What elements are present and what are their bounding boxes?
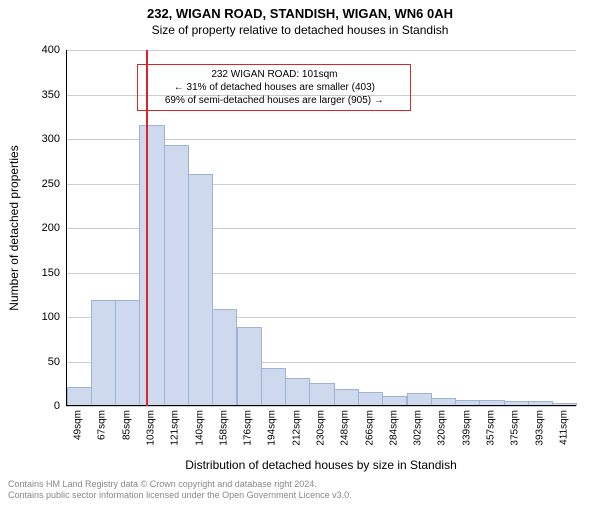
ytick-label: 0 bbox=[54, 400, 66, 412]
xtick-label: 302sqm bbox=[413, 406, 424, 446]
histogram-bar bbox=[334, 389, 359, 406]
xtick-label: 103sqm bbox=[146, 406, 157, 446]
annotation-box: 232 WIGAN ROAD: 101sqm← 31% of detached … bbox=[137, 64, 411, 111]
xtick-label: 284sqm bbox=[388, 406, 399, 446]
histogram-bar bbox=[188, 174, 213, 406]
xtick-label: 121sqm bbox=[170, 406, 181, 446]
footer-line-2: Contains public sector information licen… bbox=[8, 490, 352, 502]
histogram-bar bbox=[164, 145, 189, 406]
xtick-label: 49sqm bbox=[73, 406, 84, 440]
ytick-label: 300 bbox=[42, 133, 66, 145]
xtick-label: 230sqm bbox=[316, 406, 327, 446]
annotation-line: 232 WIGAN ROAD: 101sqm bbox=[144, 68, 404, 81]
x-axis-line bbox=[66, 405, 576, 406]
histogram-bar bbox=[67, 387, 92, 406]
xtick-label: 411sqm bbox=[558, 406, 569, 445]
x-axis-label: Distribution of detached houses by size … bbox=[66, 458, 576, 472]
histogram-bar bbox=[237, 327, 262, 406]
histogram-bar bbox=[115, 300, 140, 406]
xtick-label: 194sqm bbox=[267, 406, 278, 446]
ytick-label: 250 bbox=[42, 178, 66, 190]
histogram-bar bbox=[309, 383, 334, 406]
histogram-bar bbox=[139, 125, 164, 406]
histogram-bar bbox=[285, 378, 310, 406]
page-title: 232, WIGAN ROAD, STANDISH, WIGAN, WN6 0A… bbox=[0, 6, 600, 21]
xtick-label: 176sqm bbox=[243, 406, 254, 446]
xtick-label: 266sqm bbox=[364, 406, 375, 446]
annotation-line: ← 31% of detached houses are smaller (40… bbox=[144, 81, 404, 94]
ytick-label: 150 bbox=[42, 267, 66, 279]
ytick-label: 350 bbox=[42, 89, 66, 101]
xtick-label: 320sqm bbox=[437, 406, 448, 446]
histogram-bar bbox=[358, 392, 383, 406]
ytick-label: 200 bbox=[42, 222, 66, 234]
ytick-label: 50 bbox=[48, 356, 66, 368]
annotation-line: 69% of semi-detached houses are larger (… bbox=[144, 94, 404, 107]
xtick-label: 248sqm bbox=[340, 406, 351, 446]
xtick-label: 375sqm bbox=[510, 406, 521, 446]
ytick-label: 100 bbox=[42, 311, 66, 323]
histogram-bar bbox=[261, 368, 286, 406]
histogram-bar bbox=[212, 309, 237, 406]
y-axis-label: Number of detached properties bbox=[7, 145, 21, 310]
xtick-label: 158sqm bbox=[218, 406, 229, 446]
histogram-bar bbox=[407, 393, 432, 406]
xtick-label: 339sqm bbox=[461, 406, 472, 446]
xtick-label: 212sqm bbox=[291, 406, 302, 446]
ytick-label: 400 bbox=[42, 44, 66, 56]
xtick-label: 357sqm bbox=[486, 406, 497, 446]
footer-attribution: Contains HM Land Registry data © Crown c… bbox=[8, 479, 352, 502]
histogram-bar bbox=[91, 300, 116, 406]
xtick-label: 140sqm bbox=[194, 406, 205, 446]
chart-subtitle: Size of property relative to detached ho… bbox=[0, 23, 600, 37]
plot-area: 05010015020025030035040049sqm67sqm85sqm1… bbox=[66, 50, 576, 406]
xtick-label: 67sqm bbox=[97, 406, 108, 440]
y-axis-line bbox=[66, 50, 67, 406]
xtick-label: 393sqm bbox=[534, 406, 545, 446]
gridline bbox=[66, 50, 576, 51]
xtick-label: 85sqm bbox=[121, 406, 132, 440]
footer-line-1: Contains HM Land Registry data © Crown c… bbox=[8, 479, 352, 491]
